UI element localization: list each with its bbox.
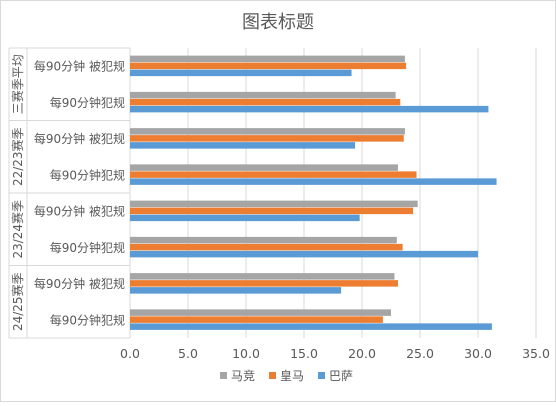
x-tick-label: 20.0 bbox=[348, 346, 376, 361]
bar-巴萨 bbox=[130, 69, 352, 77]
x-tick-label: 15.0 bbox=[290, 346, 318, 361]
group-label: 24/25赛季 bbox=[10, 272, 25, 331]
group-label: 22/23赛季 bbox=[10, 127, 25, 186]
legend-label: 巴萨 bbox=[329, 369, 353, 383]
x-tick-label: 5.0 bbox=[178, 346, 198, 361]
bar-马竞 bbox=[130, 200, 418, 208]
legend-swatch bbox=[269, 372, 276, 379]
legend-swatch bbox=[318, 372, 325, 379]
bar-马竞 bbox=[130, 55, 405, 63]
bar-皇马 bbox=[130, 243, 403, 251]
category-label: 每90分钟 被犯规 bbox=[34, 131, 125, 146]
x-tick-label: 25.0 bbox=[406, 346, 434, 361]
bar-马竞 bbox=[130, 309, 391, 316]
category-label: 每90分钟犯规 bbox=[50, 240, 125, 255]
bar-皇马 bbox=[130, 207, 414, 215]
group-label: 23/24赛季 bbox=[10, 200, 25, 259]
bar-巴萨 bbox=[130, 287, 342, 294]
x-tick-label: 35.0 bbox=[522, 346, 550, 361]
bar-马竞 bbox=[130, 91, 396, 99]
bar-巴萨 bbox=[130, 178, 497, 185]
legend-swatch bbox=[220, 372, 227, 379]
bar-巴萨 bbox=[130, 142, 356, 149]
category-label: 每90分钟 被犯规 bbox=[34, 276, 125, 291]
x-tick-label: 30.0 bbox=[464, 346, 492, 361]
category-label: 每90分钟犯规 bbox=[50, 312, 125, 327]
bar-巴萨 bbox=[130, 323, 492, 330]
bar-马竞 bbox=[130, 273, 395, 280]
bar-马竞 bbox=[130, 164, 398, 171]
x-tick-label: 10.0 bbox=[232, 346, 260, 361]
bar-皇马 bbox=[130, 316, 383, 323]
group-label: 三赛季平均 bbox=[10, 54, 25, 114]
bar-皇马 bbox=[130, 62, 407, 70]
bar-皇马 bbox=[130, 135, 404, 142]
bar-皇马 bbox=[130, 171, 417, 178]
x-tick-label: 0.0 bbox=[120, 346, 140, 361]
bar-巴萨 bbox=[130, 105, 489, 113]
bar-皇马 bbox=[130, 280, 398, 287]
bar-巴萨 bbox=[130, 214, 360, 222]
category-label: 每90分钟 被犯规 bbox=[34, 204, 125, 219]
chart-title: 图表标题 bbox=[242, 12, 314, 33]
bar-巴萨 bbox=[130, 250, 478, 258]
bar-马竞 bbox=[130, 236, 397, 244]
legend-label: 皇马 bbox=[280, 369, 304, 383]
legend-label: 马竞 bbox=[231, 369, 255, 383]
category-label: 每90分钟犯规 bbox=[50, 95, 125, 110]
bar-马竞 bbox=[130, 128, 405, 135]
category-label: 每90分钟犯规 bbox=[50, 167, 125, 182]
bar-皇马 bbox=[130, 98, 401, 106]
category-label: 每90分钟 被犯规 bbox=[34, 59, 125, 74]
